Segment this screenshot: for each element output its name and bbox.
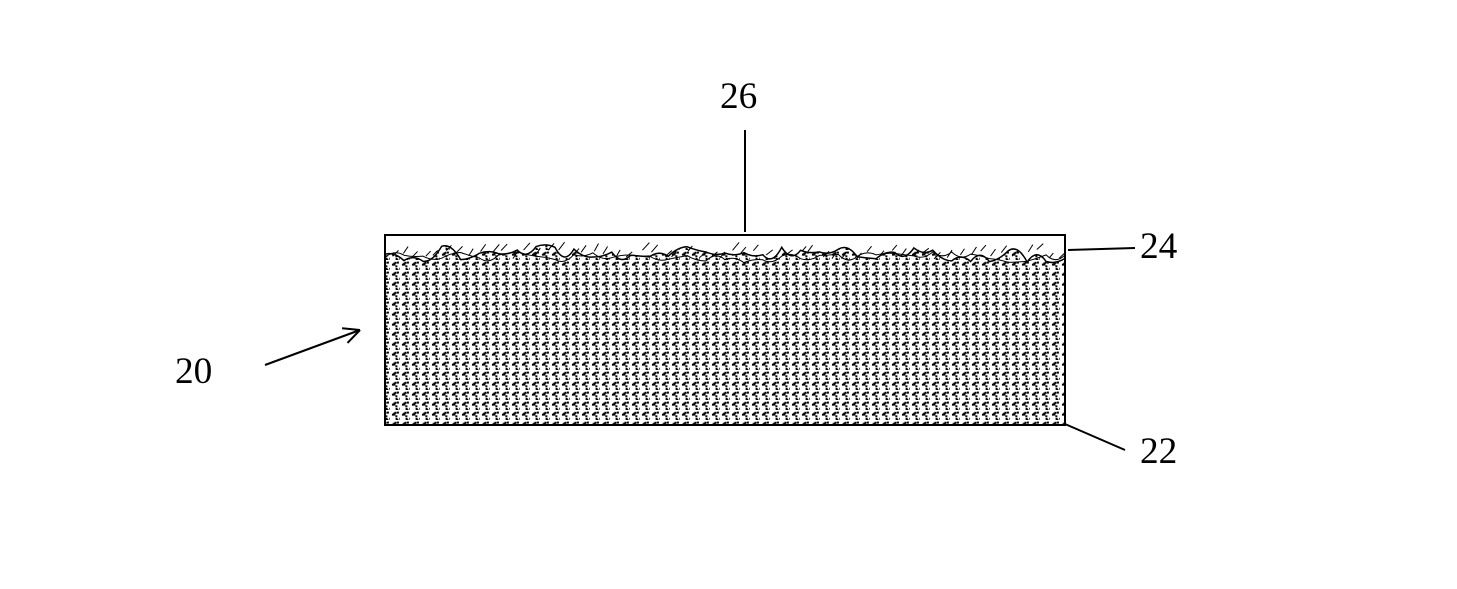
leader-line-1 <box>1068 248 1135 250</box>
leader-line-2 <box>1065 424 1125 450</box>
substrate-layer <box>385 245 1065 425</box>
ref-label-22: 22 <box>1140 430 1177 473</box>
ref-label-20: 20 <box>175 350 212 393</box>
figure-canvas: { "figure": { "width_px": 1457, "height_… <box>0 0 1457 589</box>
ref-label-24: 24 <box>1140 225 1177 268</box>
ref-label-26: 26 <box>720 75 757 118</box>
assembly-arrow-head-b <box>342 328 360 330</box>
assembly-arrow-shaft <box>265 330 360 365</box>
